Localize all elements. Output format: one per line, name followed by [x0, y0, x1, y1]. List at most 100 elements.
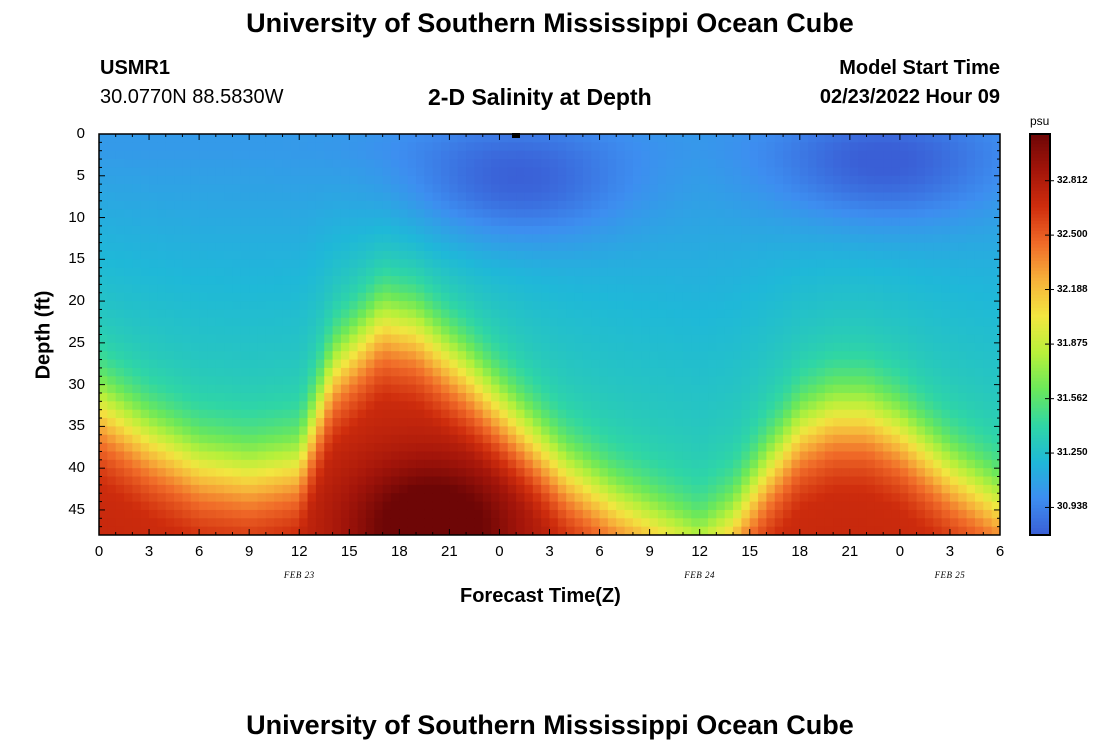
heatmap-cell: [883, 200, 893, 210]
heatmap-cell: [666, 426, 676, 436]
heatmap-cell: [891, 175, 901, 185]
heatmap-cell: [499, 451, 509, 461]
heatmap-cell: [866, 276, 876, 285]
heatmap-cell: [282, 200, 292, 210]
heatmap-cell: [140, 284, 150, 294]
heatmap-cell: [824, 326, 834, 336]
heatmap-cell: [632, 443, 642, 453]
heatmap-cell: [532, 418, 542, 427]
heatmap-cell: [641, 259, 651, 269]
heatmap-cell: [374, 159, 384, 169]
heatmap-cell: [99, 476, 108, 486]
heatmap-cell: [332, 175, 342, 185]
heatmap-cell: [824, 175, 834, 185]
heatmap-cell: [816, 476, 826, 486]
heatmap-cell: [933, 225, 943, 235]
heatmap-cell: [157, 234, 167, 244]
heatmap-cell: [457, 217, 467, 227]
heatmap-cell: [607, 134, 617, 143]
heatmap-cell: [165, 301, 175, 311]
heatmap-cell: [791, 242, 801, 252]
heatmap-cell: [833, 292, 843, 302]
heatmap-cell: [824, 401, 834, 411]
heatmap-cell: [833, 351, 843, 361]
heatmap-cell: [182, 167, 192, 177]
heatmap-cell: [733, 225, 742, 235]
heatmap-cell: [507, 359, 517, 369]
heatmap-cell: [883, 175, 893, 185]
heatmap-cell: [557, 493, 567, 503]
heatmap-cell: [691, 509, 701, 519]
heatmap-cell: [507, 267, 517, 277]
heatmap-cell: [941, 292, 951, 302]
heatmap-cell: [791, 200, 801, 210]
heatmap-cell: [582, 509, 592, 519]
heatmap-cell: [199, 392, 209, 402]
heatmap-cell: [190, 509, 200, 519]
heatmap-cell: [716, 518, 726, 528]
heatmap-cell: [791, 192, 801, 202]
heatmap-cell: [849, 217, 859, 227]
heatmap-cell: [199, 518, 209, 528]
heatmap-cell: [799, 459, 809, 469]
heatmap-cell: [457, 468, 467, 478]
heatmap-cell: [607, 150, 617, 160]
heatmap-cell: [874, 401, 884, 411]
heatmap-cell: [791, 359, 801, 369]
heatmap-cell: [582, 234, 592, 244]
heatmap-cell: [499, 192, 509, 202]
heatmap-cell: [716, 134, 726, 143]
heatmap-cell: [249, 317, 259, 327]
heatmap-cell: [307, 167, 317, 177]
heatmap-cell: [783, 242, 793, 252]
heatmap-cell: [649, 468, 659, 478]
heatmap-cell: [215, 267, 225, 277]
heatmap-cell: [315, 434, 325, 444]
heatmap-cell: [232, 225, 242, 235]
heatmap-cell: [149, 359, 158, 369]
heatmap-cell: [716, 418, 726, 427]
heatmap-cell: [716, 501, 726, 511]
heatmap-cell: [482, 351, 492, 361]
heatmap-cell: [649, 359, 659, 369]
heatmap-cell: [374, 334, 384, 344]
heatmap-cell: [691, 167, 701, 177]
heatmap-cell: [416, 493, 425, 503]
heatmap-cell: [257, 267, 267, 277]
heatmap-cell: [774, 309, 784, 319]
heatmap-cell: [691, 284, 701, 294]
heatmap-cell: [507, 376, 517, 386]
heatmap-cell: [799, 150, 809, 160]
heatmap-cell: [899, 367, 909, 377]
heatmap-cell: [474, 351, 484, 361]
heatmap-cell: [382, 484, 392, 494]
heatmap-cell: [891, 384, 901, 394]
heatmap-cell: [824, 334, 834, 344]
heatmap-cell: [691, 217, 701, 227]
heatmap-cell: [774, 501, 784, 511]
heatmap-cell: [866, 443, 876, 453]
heatmap-cell: [741, 234, 751, 244]
heatmap-cell: [507, 334, 517, 344]
heatmap-cell: [215, 175, 225, 185]
heatmap-cell: [157, 359, 167, 369]
heatmap-cell: [766, 426, 776, 436]
heatmap-cell: [390, 150, 400, 160]
heatmap-cell: [357, 234, 367, 244]
heatmap-cell: [899, 342, 909, 352]
heatmap-cell: [365, 309, 375, 319]
heatmap-cell: [682, 342, 692, 352]
heatmap-cell: [407, 468, 417, 478]
heatmap-cell: [516, 134, 526, 143]
heatmap-cell: [240, 225, 250, 235]
heatmap-cell: [124, 184, 133, 194]
heatmap-cell: [557, 292, 567, 302]
heatmap-cell: [733, 493, 742, 503]
heatmap-cell: [758, 367, 767, 377]
heatmap-cell: [916, 526, 926, 535]
heatmap-cell: [332, 159, 342, 169]
heatmap-cell: [532, 409, 542, 419]
heatmap-cell: [541, 418, 551, 427]
heatmap-cell: [766, 250, 776, 260]
